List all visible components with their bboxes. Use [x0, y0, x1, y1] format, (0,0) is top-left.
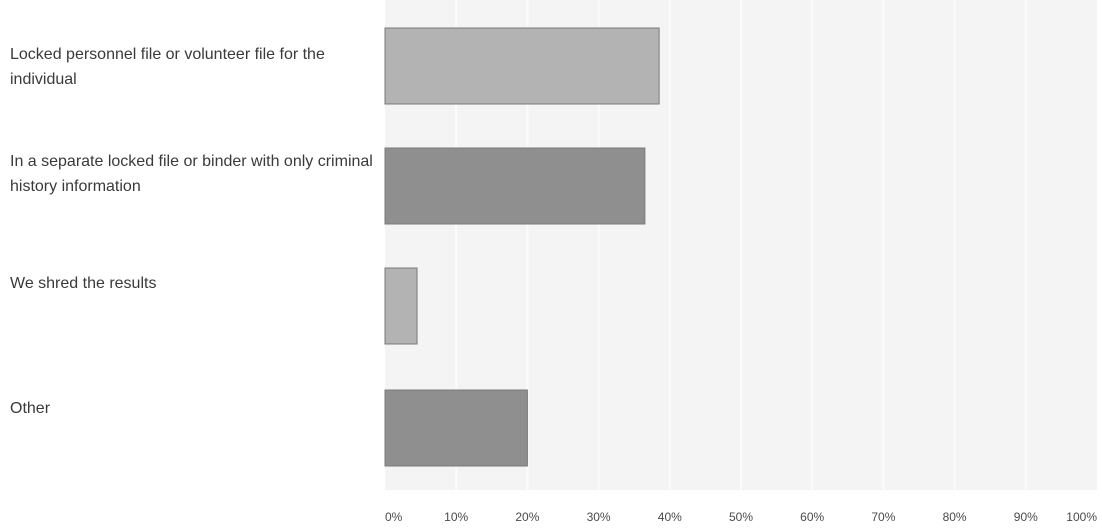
- x-tick-label: 40%: [658, 510, 682, 524]
- x-tick-label: 100%: [1066, 510, 1097, 524]
- category-label-3: We shred the results: [10, 275, 157, 292]
- x-tick-label: 30%: [587, 510, 611, 524]
- x-tick-label: 80%: [943, 510, 967, 524]
- bar-4: [384, 389, 528, 467]
- x-tick-label: 70%: [871, 510, 895, 524]
- category-label-2: In a separate locked file or binder with…: [10, 153, 373, 195]
- bar-2: [384, 147, 646, 225]
- x-tick-label: 60%: [800, 510, 824, 524]
- bar-3: [384, 267, 418, 345]
- x-tick-label: 0%: [385, 510, 403, 524]
- x-tick-label: 90%: [1014, 510, 1038, 524]
- x-tick-label: 10%: [444, 510, 468, 524]
- x-tick-label: 20%: [515, 510, 539, 524]
- x-axis-ticks: 0% 10% 20% 30% 40% 50% 60% 70% 80% 90% 100%: [385, 510, 1097, 524]
- x-tick-label: 50%: [729, 510, 753, 524]
- category-label-4: Other: [10, 400, 51, 417]
- bar-1: [384, 27, 660, 105]
- category-label-1: Locked personnel file or volunteer file …: [10, 46, 325, 88]
- bars: [384, 27, 660, 467]
